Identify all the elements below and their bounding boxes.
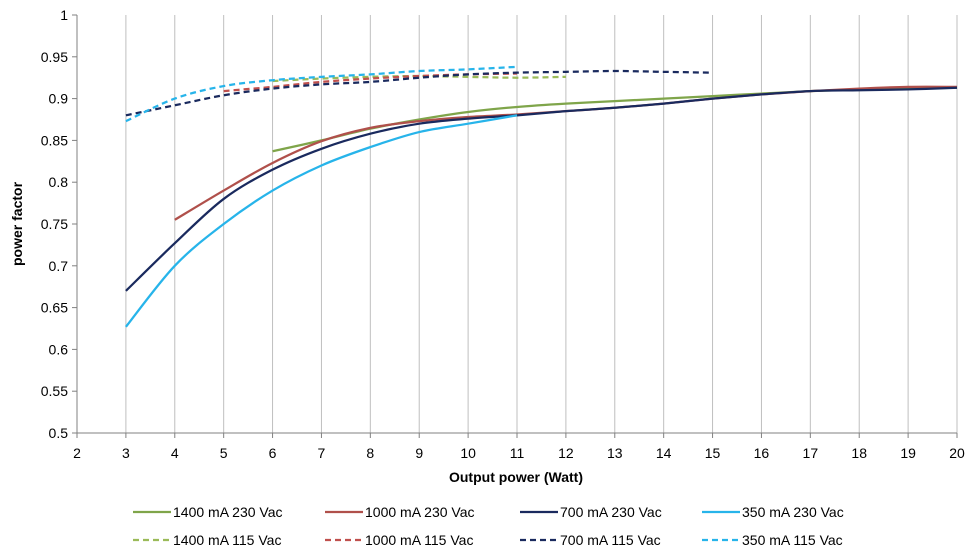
x-tick-label: 3 [122, 445, 130, 461]
series-line-1400-ma-115-vac [272, 74, 566, 83]
x-tick-label: 9 [415, 445, 423, 461]
y-tick-label: 0.55 [41, 383, 68, 399]
legend-label-350-ma-115-vac: 350 mA 115 Vac [742, 532, 843, 548]
legend-label-1000-ma-115-vac: 1000 mA 115 Vac [365, 532, 473, 548]
legend-label-1400-ma-230-vac: 1400 mA 230 Vac [173, 504, 282, 520]
series-line-350-ma-230-vac [125, 114, 518, 328]
x-axis-title: Output power (Watt) [449, 469, 583, 485]
x-tick-label: 19 [900, 445, 916, 461]
x-tick-label: 15 [705, 445, 721, 461]
y-tick-label: 0.5 [49, 425, 69, 441]
legend-label-1400-ma-115-vac: 1400 mA 115 Vac [173, 532, 281, 548]
x-tick-label: 6 [269, 445, 277, 461]
y-tick-label: 1 [60, 7, 68, 23]
y-tick-labels: 0.5 0.55 0.6 0.65 0.7 0.75 0.8 0.85 0.9 0.95 1 [41, 7, 68, 441]
legend-label-700-ma-115-vac: 700 mA 115 Vac [560, 532, 661, 548]
y-tick-label: 0.65 [41, 300, 68, 316]
x-tick-labels: 2 3 4 5 6 7 8 9 10 11 12 13 14 15 16 17 18 19 20 [73, 445, 965, 461]
y-tick-label: 0.85 [41, 132, 68, 148]
x-tick-label: 11 [510, 445, 525, 461]
axes [72, 14, 958, 438]
legend-label-350-ma-230-vac: 350 mA 230 Vac [742, 504, 844, 520]
x-tick-label: 2 [73, 445, 81, 461]
series-line-700-ma-115-vac [125, 69, 713, 117]
y-tick-label: 0.75 [41, 216, 68, 232]
y-tick-label: 0.6 [49, 341, 69, 357]
x-tick-label: 14 [656, 445, 672, 461]
x-tick-label: 10 [460, 445, 476, 461]
series-line-700-ma-230-vac [125, 86, 958, 292]
legend-label-1000-ma-230-vac: 1000 mA 230 Vac [365, 504, 474, 520]
series-lines [125, 65, 958, 328]
y-tick-label: 0.9 [49, 91, 69, 107]
y-axis-title: power factor [9, 181, 25, 266]
legend-label-700-ma-230-vac: 700 mA 230 Vac [560, 504, 662, 520]
series-line-350-ma-115-vac [125, 65, 518, 123]
x-tick-label: 13 [607, 445, 623, 461]
x-tick-label: 12 [558, 445, 574, 461]
x-tick-label: 5 [220, 445, 228, 461]
x-tick-label: 20 [949, 445, 965, 461]
y-tick-label: 0.8 [49, 174, 69, 190]
x-tick-label: 18 [851, 445, 867, 461]
x-tick-label: 17 [803, 445, 819, 461]
grid [76, 15, 958, 433]
x-tick-label: 8 [366, 445, 374, 461]
y-tick-label: 0.95 [41, 49, 68, 65]
x-tick-label: 7 [318, 445, 326, 461]
y-tick-label: 0.7 [49, 258, 69, 274]
legend: 1400 mA 230 Vac 1000 mA 230 Vac 700 mA 230… [133, 504, 844, 548]
x-tick-label: 4 [171, 445, 179, 461]
x-tick-label: 16 [754, 445, 770, 461]
